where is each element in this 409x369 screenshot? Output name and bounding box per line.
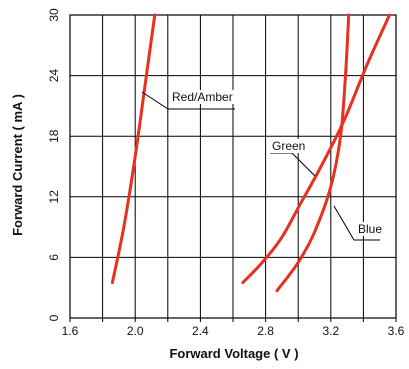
y-tick-label: 0 [47,314,61,321]
grid-layer [69,14,397,322]
series-line-blue [275,13,351,293]
x-tick-label: 2.0 [127,324,144,338]
x-tick-label: 3.6 [388,324,405,338]
x-tick-labels: 1.6 2.0 2.4 2.8 3.2 3.6 [62,324,405,338]
y-tick-label: 24 [47,69,61,83]
y-axis-title: Forward Current ( mA ) [10,94,25,236]
leader-line-red-amber [141,91,235,110]
y-tick-label: 30 [47,8,61,22]
annotation-label-red-amber: Red/Amber [172,90,233,104]
annotation-bg-green [270,139,308,153]
annotation-bg-blue [356,222,388,236]
annotation-layer: Red/Amber Green Blue [141,90,388,241]
x-tick-label: 2.4 [192,324,209,338]
series-line-green [241,13,391,285]
leader-line-blue [333,205,380,241]
annotation-label-green: Green [272,139,305,153]
series-line-red-amber [110,13,157,285]
y-tick-label: 6 [47,254,61,261]
y-tick-labels: 0 6 12 18 24 30 [47,8,61,321]
series-layer [110,13,391,293]
x-tick-label: 1.6 [62,324,79,338]
annotation-label-blue: Blue [358,222,382,236]
x-tick-label: 2.8 [257,324,274,338]
leader-line-green [270,152,316,177]
y-tick-label: 12 [47,190,61,204]
annotation-bg-red-amber [170,90,236,104]
y-tick-label: 18 [47,129,61,143]
x-axis-title: Forward Voltage ( V ) [169,346,298,361]
x-tick-label: 3.2 [322,324,339,338]
